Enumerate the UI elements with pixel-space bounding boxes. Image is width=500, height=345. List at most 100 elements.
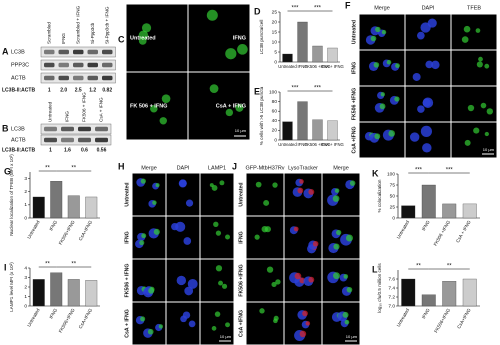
x-tick-label: Untreated bbox=[278, 64, 297, 69]
bar bbox=[50, 181, 63, 219]
significance-label: ** bbox=[71, 166, 76, 172]
signal bbox=[141, 233, 147, 239]
image-label: FK 506 + IFNG bbox=[130, 103, 167, 109]
nucleus bbox=[417, 31, 425, 40]
panel-letter: I bbox=[4, 262, 7, 272]
nucleus bbox=[185, 199, 194, 207]
row-label: IFNG bbox=[351, 62, 357, 74]
y-tick-label: 7.2 bbox=[388, 294, 395, 300]
signal bbox=[473, 127, 480, 134]
y-axis-label: LAMP1 level MFI (x 10²) bbox=[9, 262, 14, 312]
signal bbox=[374, 133, 381, 140]
blot-band bbox=[58, 75, 69, 81]
y-axis-label: Nuclear localization of TFEB (MFI x 10³) bbox=[9, 154, 14, 236]
y-axis-label: LC3B puncta/cell bbox=[259, 20, 264, 55]
signal bbox=[254, 234, 260, 240]
micrograph bbox=[246, 302, 284, 345]
x-tick-label: CsA+IFNG bbox=[78, 307, 94, 329]
nucleus bbox=[178, 179, 187, 188]
signal bbox=[293, 226, 299, 232]
blot-column-label: Scrambled + IFNG bbox=[75, 5, 80, 44]
y-tick-label: 3 bbox=[24, 176, 27, 182]
signal bbox=[334, 188, 340, 193]
blot-band bbox=[73, 49, 84, 55]
micrograph bbox=[132, 302, 166, 345]
signal bbox=[370, 35, 377, 42]
x-tick-label: Untreated bbox=[396, 219, 411, 239]
y-tick-label: 100 bbox=[387, 171, 395, 177]
blot-band bbox=[102, 62, 113, 68]
signal bbox=[209, 183, 214, 188]
column-header: LAMP1 bbox=[208, 165, 226, 171]
blot-band bbox=[87, 49, 98, 55]
signal bbox=[375, 26, 381, 33]
signal bbox=[386, 59, 392, 65]
bar bbox=[421, 294, 436, 307]
panel-letter: D bbox=[254, 6, 261, 16]
column-header: TFEB bbox=[467, 5, 481, 11]
bar bbox=[462, 278, 477, 307]
blot-band bbox=[44, 49, 55, 55]
blot-column-label: Untreated bbox=[48, 101, 53, 122]
y-tick-label: 1 bbox=[24, 202, 27, 208]
blot-band bbox=[78, 126, 91, 132]
signal bbox=[209, 84, 219, 93]
scale-label: 10 µm bbox=[346, 334, 358, 339]
blot-row-label: ACTB bbox=[11, 137, 26, 143]
nucleus bbox=[171, 222, 179, 231]
blot-column-label: Si-Ppp3cb bbox=[90, 22, 95, 44]
y-tick-label: 80 bbox=[272, 99, 278, 105]
micrograph bbox=[200, 173, 234, 216]
signal bbox=[138, 36, 147, 45]
ratio-label: LC3B-II:ACTB bbox=[2, 87, 35, 93]
signal bbox=[141, 23, 152, 33]
signal bbox=[153, 228, 160, 235]
panel-letter: K bbox=[372, 168, 379, 178]
row-label: Untreated bbox=[124, 182, 130, 206]
x-tick-label: Untreated bbox=[26, 219, 41, 239]
signal bbox=[308, 276, 315, 283]
y-tick-label: 0 bbox=[392, 215, 395, 221]
nucleus bbox=[417, 105, 425, 113]
bar bbox=[297, 101, 308, 141]
signal bbox=[346, 286, 353, 293]
significance-label: *** bbox=[314, 86, 322, 92]
column-header: LysoTracker bbox=[288, 165, 318, 171]
column-header: GFP-MtbH37Rv bbox=[245, 165, 284, 171]
nucleus bbox=[175, 221, 186, 232]
signal bbox=[266, 266, 274, 273]
row-label: Untreated bbox=[351, 20, 357, 44]
signal bbox=[344, 319, 350, 325]
signal bbox=[312, 240, 319, 247]
x-tick-label: IFNG bbox=[48, 219, 58, 231]
nucleus bbox=[422, 143, 432, 153]
y-axis-label: % colocalization bbox=[377, 179, 382, 212]
signal bbox=[147, 328, 154, 335]
micrograph bbox=[451, 50, 497, 86]
signal bbox=[464, 139, 471, 146]
y-tick-label: 20 bbox=[272, 128, 278, 134]
signal bbox=[333, 272, 340, 280]
signal bbox=[294, 272, 302, 280]
row-label: FK506 +IFNG bbox=[238, 264, 244, 296]
signal bbox=[336, 229, 342, 236]
x-tick-label: CsA+IFNG bbox=[456, 307, 472, 329]
significance-label: *** bbox=[415, 168, 423, 174]
signal bbox=[305, 321, 311, 326]
signal bbox=[211, 326, 217, 331]
signal bbox=[349, 180, 356, 186]
x-tick-label: FK506+IFNG bbox=[58, 307, 76, 333]
signal bbox=[155, 183, 160, 188]
micrograph bbox=[188, 4, 250, 72]
y-tick-label: 75 bbox=[390, 182, 396, 188]
bar bbox=[442, 281, 457, 307]
signal bbox=[139, 240, 145, 246]
signal bbox=[161, 94, 171, 103]
signal bbox=[140, 316, 146, 322]
y-tick-label: 0 bbox=[274, 59, 277, 65]
bar bbox=[401, 278, 416, 307]
column-header: Merge bbox=[141, 165, 157, 171]
significance-label: *** bbox=[446, 168, 454, 174]
signal bbox=[219, 180, 225, 186]
x-tick-label: FK506+IFNG bbox=[433, 307, 451, 333]
